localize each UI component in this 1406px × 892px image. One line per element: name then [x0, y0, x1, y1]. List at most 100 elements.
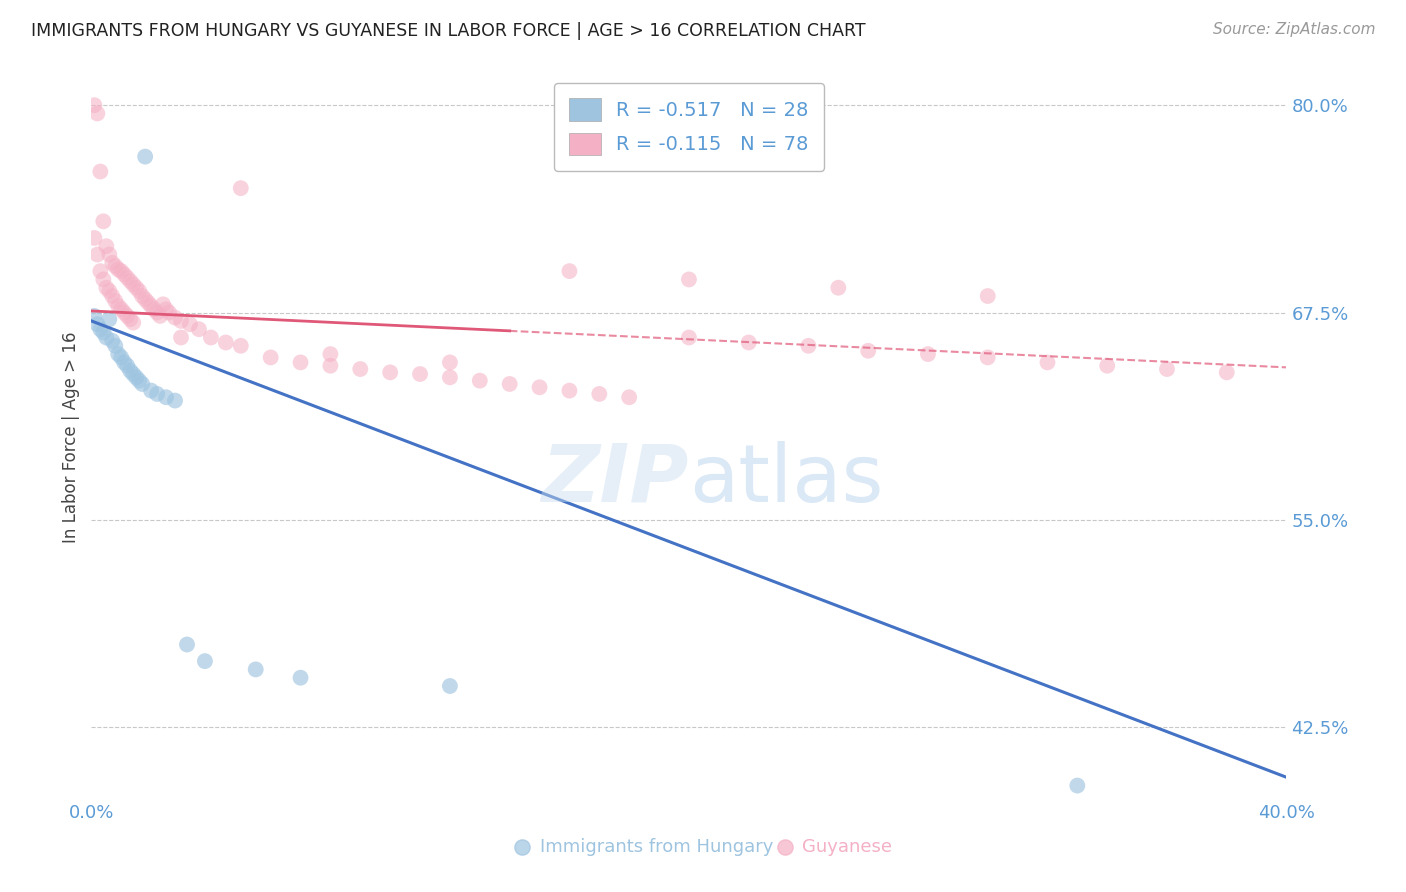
Point: [797, 339, 820, 353]
Point: [157, 305, 180, 319]
Text: Guyanese: Guyanese: [803, 838, 893, 856]
Text: Immigrants from Hungary: Immigrants from Hungary: [540, 838, 773, 856]
Point: [155, 390, 177, 404]
Point: [86, 247, 108, 261]
Y-axis label: In Labor Force | Age > 16: In Labor Force | Age > 16: [62, 331, 80, 543]
Point: [827, 281, 849, 295]
Point: [120, 274, 142, 288]
Point: [131, 376, 153, 391]
Point: [163, 393, 186, 408]
Point: [136, 295, 159, 310]
Point: [101, 289, 124, 303]
Point: [89, 322, 111, 336]
Point: [146, 305, 169, 319]
Point: [146, 387, 169, 401]
Point: [194, 654, 217, 668]
Text: ZIP: ZIP: [541, 441, 689, 519]
Point: [588, 387, 610, 401]
Point: [107, 347, 129, 361]
Point: [104, 293, 127, 308]
Point: [96, 330, 118, 344]
Point: [439, 370, 461, 384]
Point: [319, 359, 342, 373]
Point: [104, 259, 127, 273]
Point: [89, 264, 111, 278]
Point: [93, 326, 115, 340]
Point: [229, 339, 252, 353]
Point: [107, 299, 129, 313]
Point: [83, 231, 105, 245]
Point: [179, 317, 201, 331]
Point: [122, 367, 145, 381]
Point: [917, 347, 939, 361]
Point: [163, 310, 186, 325]
Point: [93, 272, 115, 286]
Point: [468, 374, 491, 388]
Text: IMMIGRANTS FROM HUNGARY VS GUYANESE IN LABOR FORCE | AGE > 16 CORRELATION CHART: IMMIGRANTS FROM HUNGARY VS GUYANESE IN L…: [31, 22, 866, 40]
Point: [558, 384, 581, 398]
Point: [1156, 362, 1178, 376]
Point: [98, 247, 121, 261]
Point: [104, 339, 127, 353]
Point: [98, 312, 121, 326]
Point: [128, 374, 150, 388]
Legend: R = -0.517   N = 28, R = -0.115   N = 78: R = -0.517 N = 28, R = -0.115 N = 78: [554, 83, 824, 170]
Point: [112, 355, 135, 369]
Point: [134, 293, 156, 307]
Point: [409, 367, 432, 381]
Point: [290, 355, 312, 369]
Point: [215, 335, 238, 350]
Point: [558, 264, 581, 278]
Point: [319, 347, 342, 361]
Point: [170, 330, 193, 344]
Point: [259, 351, 281, 365]
Point: [112, 268, 135, 282]
Point: [89, 164, 111, 178]
Point: [125, 370, 148, 384]
Point: [678, 272, 700, 286]
Point: [107, 262, 129, 277]
Point: [134, 150, 156, 164]
Point: [529, 380, 551, 394]
Point: [115, 359, 138, 373]
Point: [122, 316, 145, 330]
Point: [349, 362, 371, 376]
Point: [149, 309, 172, 323]
Point: [98, 284, 121, 298]
Point: [858, 343, 880, 358]
Point: [737, 335, 759, 350]
Point: [1066, 779, 1088, 793]
Point: [83, 309, 105, 323]
Point: [101, 256, 124, 270]
Point: [290, 671, 312, 685]
Point: [200, 330, 222, 344]
Point: [439, 679, 461, 693]
Point: [110, 351, 132, 365]
Point: [380, 365, 402, 379]
Point: [1036, 355, 1059, 369]
Point: [128, 284, 150, 298]
Point: [96, 281, 118, 295]
Point: [101, 334, 124, 348]
Point: [122, 277, 145, 292]
Point: [131, 289, 153, 303]
Point: [112, 305, 135, 319]
Point: [1097, 359, 1119, 373]
Point: [152, 297, 174, 311]
Point: [141, 384, 163, 398]
Point: [110, 264, 132, 278]
Point: [115, 270, 138, 285]
Point: [86, 106, 108, 120]
Point: [125, 281, 148, 295]
Text: Source: ZipAtlas.com: Source: ZipAtlas.com: [1212, 22, 1375, 37]
Point: [619, 390, 641, 404]
Point: [229, 181, 252, 195]
Point: [86, 317, 108, 331]
Point: [143, 302, 166, 317]
Point: [1216, 365, 1239, 379]
Point: [976, 351, 998, 365]
Point: [245, 662, 267, 676]
Point: [155, 302, 177, 317]
Point: [141, 299, 163, 313]
Point: [115, 309, 138, 323]
